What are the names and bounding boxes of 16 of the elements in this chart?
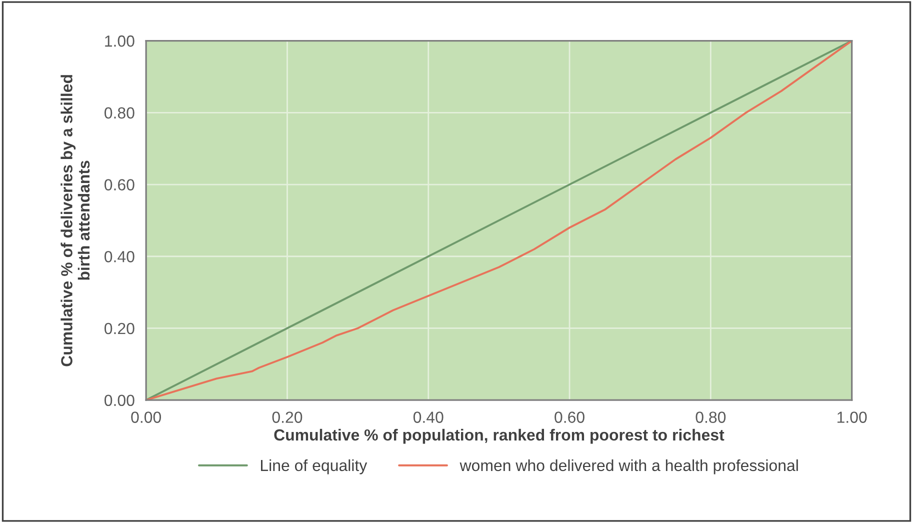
legend-label: Line of equality	[261, 459, 368, 474]
y-tick-label: 1.00	[105, 35, 134, 47]
x-tick-label: 0.60	[554, 412, 584, 423]
x-axis-title: Cumulative % of population, ranked from poorest to richest	[274, 428, 724, 444]
y-tick-label: 0.60	[104, 179, 134, 190]
y-tick-label: 0.80	[104, 107, 134, 119]
y-axis-title: Cumulative % of deliveries by a skilled birth attendants	[60, 75, 90, 366]
x-tick-label: 0.00	[131, 412, 161, 423]
y-tick-label: 0.20	[104, 322, 134, 334]
y-tick-label: 0.00	[104, 394, 134, 406]
legend-label: women who delivered with a health professional	[460, 459, 798, 474]
x-tick-label: 0.80	[696, 412, 726, 423]
y-tick-label: 0.40	[104, 251, 134, 262]
x-tick-label: 1.00	[838, 412, 867, 423]
x-tick-label: 0.40	[413, 412, 444, 423]
x-tick-label: 0.20	[272, 412, 302, 423]
